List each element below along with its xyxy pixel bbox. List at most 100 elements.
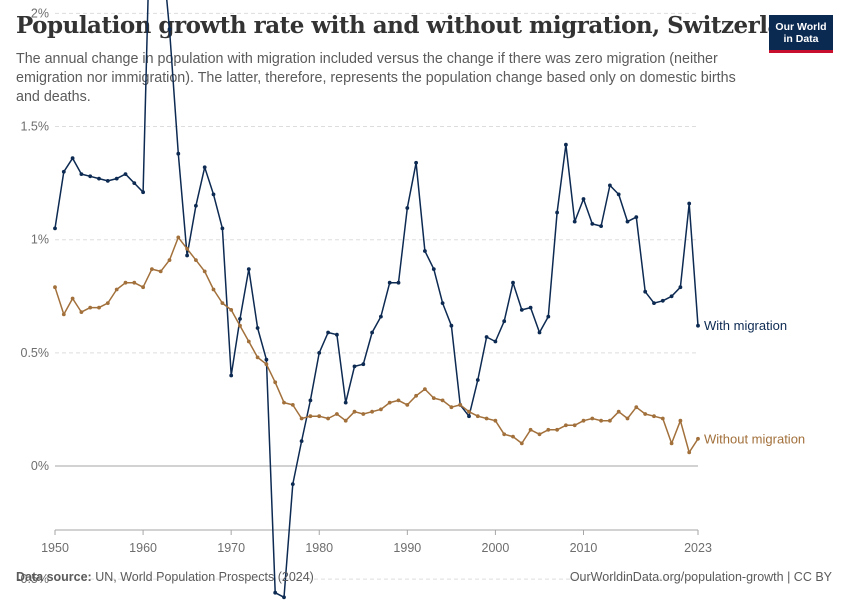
- data-point[interactable]: [79, 310, 84, 314]
- series-label[interactable]: With migration: [704, 318, 787, 333]
- owid-logo[interactable]: Our World in Data: [769, 15, 833, 53]
- data-point[interactable]: [167, 258, 172, 262]
- data-point[interactable]: [132, 280, 137, 285]
- data-point[interactable]: [264, 362, 269, 367]
- data-point[interactable]: [97, 176, 101, 181]
- data-point[interactable]: [405, 206, 410, 210]
- data-point[interactable]: [528, 305, 533, 310]
- data-point[interactable]: [114, 287, 119, 292]
- data-point[interactable]: [572, 219, 577, 224]
- data-point[interactable]: [185, 246, 190, 251]
- data-point[interactable]: [581, 418, 586, 423]
- data-point[interactable]: [449, 405, 454, 410]
- data-point[interactable]: [467, 414, 471, 419]
- data-point[interactable]: [53, 285, 57, 290]
- data-point[interactable]: [282, 400, 286, 405]
- data-point[interactable]: [176, 151, 181, 156]
- data-point[interactable]: [238, 317, 242, 321]
- data-point[interactable]: [335, 412, 339, 416]
- data-point[interactable]: [634, 215, 639, 220]
- data-point[interactable]: [625, 219, 630, 224]
- data-point[interactable]: [352, 364, 357, 369]
- data-point[interactable]: [105, 179, 110, 183]
- data-point[interactable]: [564, 423, 568, 428]
- data-point[interactable]: [387, 280, 392, 285]
- data-point[interactable]: [625, 416, 630, 421]
- data-point[interactable]: [572, 423, 577, 428]
- data-point[interactable]: [519, 441, 524, 446]
- data-point[interactable]: [185, 253, 190, 258]
- data-point[interactable]: [537, 330, 542, 335]
- series-line[interactable]: [54, 0, 699, 599]
- data-point[interactable]: [652, 301, 656, 305]
- data-point[interactable]: [687, 450, 692, 455]
- data-point[interactable]: [246, 267, 251, 271]
- data-point[interactable]: [502, 319, 507, 324]
- data-point[interactable]: [431, 396, 436, 400]
- data-point[interactable]: [194, 203, 198, 208]
- data-point[interactable]: [405, 403, 410, 407]
- data-point[interactable]: [696, 436, 700, 441]
- data-point[interactable]: [678, 418, 683, 423]
- data-point[interactable]: [114, 176, 119, 181]
- data-point[interactable]: [599, 224, 603, 229]
- data-point[interactable]: [264, 357, 269, 362]
- data-point[interactable]: [97, 305, 101, 310]
- data-point[interactable]: [643, 412, 648, 416]
- data-point[interactable]: [634, 405, 639, 410]
- data-point[interactable]: [229, 373, 234, 378]
- data-point[interactable]: [141, 285, 146, 290]
- series-label[interactable]: Without migration: [704, 431, 805, 446]
- data-point[interactable]: [326, 330, 330, 335]
- data-point[interactable]: [449, 323, 454, 328]
- data-point[interactable]: [343, 400, 348, 405]
- data-point[interactable]: [70, 296, 75, 301]
- data-point[interactable]: [696, 323, 700, 328]
- data-point[interactable]: [440, 301, 445, 305]
- data-point[interactable]: [423, 387, 427, 391]
- data-point[interactable]: [590, 416, 595, 421]
- data-point[interactable]: [167, 27, 172, 32]
- data-point[interactable]: [255, 326, 260, 330]
- data-point[interactable]: [361, 412, 366, 416]
- data-point[interactable]: [343, 418, 348, 423]
- data-point[interactable]: [317, 414, 322, 419]
- data-point[interactable]: [290, 482, 295, 486]
- data-point[interactable]: [458, 403, 463, 407]
- data-point[interactable]: [467, 409, 471, 414]
- data-point[interactable]: [396, 280, 401, 285]
- data-point[interactable]: [352, 409, 357, 414]
- data-point[interactable]: [361, 362, 366, 367]
- data-point[interactable]: [326, 416, 330, 421]
- data-point[interactable]: [537, 432, 542, 437]
- data-point[interactable]: [273, 590, 278, 595]
- data-point[interactable]: [652, 414, 656, 419]
- data-point[interactable]: [273, 380, 278, 385]
- data-point[interactable]: [194, 258, 198, 262]
- data-point[interactable]: [599, 418, 603, 423]
- data-point[interactable]: [511, 434, 515, 439]
- data-point[interactable]: [202, 269, 207, 274]
- data-point[interactable]: [202, 165, 207, 170]
- data-point[interactable]: [669, 294, 674, 299]
- data-point[interactable]: [396, 398, 401, 403]
- data-point[interactable]: [299, 416, 304, 421]
- data-point[interactable]: [317, 351, 322, 355]
- data-point[interactable]: [414, 160, 418, 165]
- data-point[interactable]: [616, 192, 621, 197]
- data-point[interactable]: [475, 414, 480, 419]
- data-point[interactable]: [308, 398, 313, 403]
- data-point[interactable]: [123, 172, 128, 177]
- data-point[interactable]: [70, 156, 75, 161]
- data-point[interactable]: [440, 398, 445, 403]
- data-point[interactable]: [511, 280, 515, 285]
- data-point[interactable]: [61, 312, 66, 317]
- data-point[interactable]: [387, 400, 392, 405]
- data-point[interactable]: [229, 308, 234, 312]
- data-point[interactable]: [158, 269, 163, 274]
- data-point[interactable]: [423, 249, 427, 253]
- data-point[interactable]: [608, 418, 612, 423]
- data-point[interactable]: [255, 355, 260, 360]
- data-point[interactable]: [370, 409, 374, 414]
- data-point[interactable]: [379, 407, 383, 412]
